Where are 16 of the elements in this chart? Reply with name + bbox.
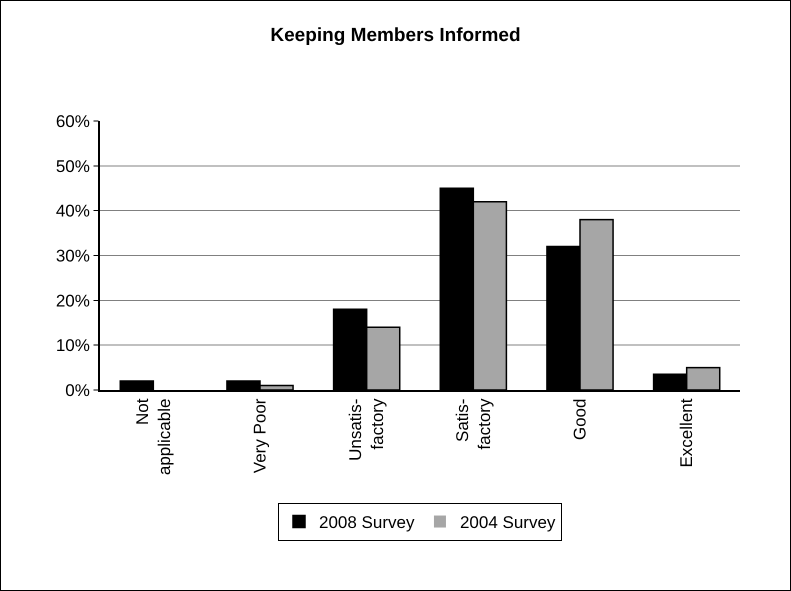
legend-label: 2008 Survey	[319, 513, 415, 532]
legend-label: 2004 Survey	[460, 513, 556, 532]
y-tick-label: 10%	[56, 336, 90, 356]
x-tick-label: Satis- factory	[452, 398, 494, 450]
y-tick-label: 40%	[56, 202, 90, 221]
y-tick-label: 20%	[56, 291, 90, 310]
chart-title: Keeping Members Informed	[270, 24, 521, 46]
y-tick-label: 0%	[65, 380, 90, 400]
y-tick-label: 30%	[56, 246, 90, 266]
y-tick-label: 50%	[56, 156, 90, 176]
x-tick-label: Good	[570, 398, 590, 440]
x-tick-label: Unsatis- factory	[346, 398, 388, 461]
y-tick-label: 60%	[56, 112, 90, 131]
x-tick-label: Excellent	[677, 398, 696, 468]
x-tick-label: Very Poor	[250, 398, 270, 474]
x-tick-label: Not applicable	[132, 398, 174, 476]
